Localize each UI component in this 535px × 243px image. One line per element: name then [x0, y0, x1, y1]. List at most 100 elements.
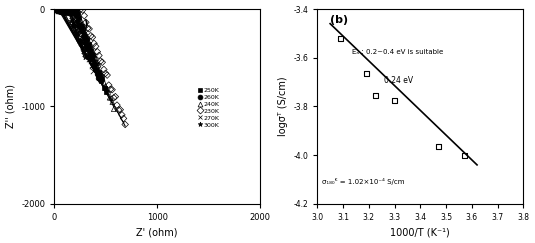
- Point: [69, 23, 78, 27]
- X-axis label: 1000/T (K⁻¹): 1000/T (K⁻¹): [391, 227, 450, 237]
- Point: [74, 10, 82, 14]
- Point: [81, 20, 90, 24]
- Point: [73, 8, 81, 11]
- Point: [85, 27, 94, 31]
- Point: [84, 54, 93, 58]
- Point: [54, 7, 62, 11]
- Point: [61, 10, 70, 14]
- Point: [79, 47, 88, 51]
- Point: [78, 23, 87, 27]
- Point: [53, 8, 62, 12]
- Point: [391, 98, 399, 102]
- Text: (b): (b): [330, 15, 348, 25]
- Point: [68, 9, 77, 12]
- Point: [93, 72, 101, 76]
- Point: [100, 68, 108, 71]
- Point: [86, 57, 94, 61]
- Point: [56, 9, 64, 13]
- Point: [58, 9, 67, 13]
- Point: [58, 9, 67, 13]
- Point: [70, 22, 79, 26]
- Point: [64, 9, 72, 13]
- Point: [74, 29, 82, 33]
- Point: [63, 10, 72, 14]
- Point: [59, 9, 68, 13]
- Point: [60, 8, 69, 12]
- Point: [55, 9, 64, 13]
- Point: [82, 47, 91, 51]
- Point: [64, 8, 72, 12]
- Point: [91, 44, 100, 48]
- Point: [83, 44, 92, 48]
- Point: [61, 10, 70, 14]
- Point: [66, 10, 74, 14]
- Point: [65, 9, 73, 13]
- Point: [71, 19, 80, 23]
- Point: [55, 9, 63, 12]
- Point: [69, 10, 78, 14]
- Point: [88, 64, 97, 68]
- Point: [54, 9, 63, 13]
- Point: [56, 9, 65, 13]
- Point: [79, 37, 88, 41]
- Point: [70, 14, 78, 18]
- Point: [62, 9, 71, 13]
- Point: [76, 41, 85, 45]
- Point: [58, 10, 67, 14]
- Point: [67, 7, 76, 11]
- Point: [77, 35, 85, 39]
- Point: [87, 57, 95, 61]
- Point: [59, 10, 68, 14]
- Point: [77, 39, 85, 43]
- Point: [86, 47, 94, 51]
- Point: [55, 9, 64, 13]
- Point: [104, 90, 112, 94]
- Point: [103, 73, 111, 77]
- Point: [95, 70, 103, 74]
- Point: [106, 96, 115, 100]
- Point: [77, 36, 86, 40]
- Point: [67, 9, 76, 13]
- Point: [52, 8, 61, 12]
- Point: [73, 32, 82, 36]
- Point: [460, 153, 469, 157]
- Point: [114, 108, 123, 112]
- Point: [60, 9, 68, 13]
- Point: [67, 7, 76, 11]
- Point: [55, 9, 64, 13]
- Point: [71, 9, 80, 13]
- Point: [55, 9, 64, 13]
- Point: [57, 9, 65, 13]
- Point: [56, 9, 64, 13]
- Point: [66, 7, 74, 11]
- Point: [95, 53, 103, 57]
- X-axis label: Z' (ohm): Z' (ohm): [136, 227, 178, 237]
- Point: [72, 9, 80, 12]
- Point: [72, 21, 81, 25]
- Point: [64, 9, 73, 12]
- Point: [93, 67, 101, 70]
- Point: [67, 8, 75, 12]
- Point: [52, 7, 61, 11]
- Point: [91, 56, 100, 60]
- Point: [81, 30, 89, 34]
- Point: [72, 14, 80, 18]
- Point: [81, 44, 90, 48]
- Point: [74, 39, 83, 43]
- Point: [80, 52, 88, 56]
- Point: [101, 71, 110, 75]
- Point: [72, 19, 81, 23]
- Point: [61, 7, 70, 11]
- Point: [55, 9, 63, 13]
- Point: [93, 50, 102, 54]
- Point: [68, 23, 77, 27]
- Y-axis label: logσᵀ (S/cm): logσᵀ (S/cm): [278, 77, 288, 136]
- Point: [56, 9, 64, 13]
- Point: [89, 69, 97, 73]
- Point: [434, 145, 442, 148]
- Point: [66, 9, 74, 13]
- Point: [78, 24, 86, 28]
- Point: [69, 8, 78, 11]
- Point: [97, 71, 106, 75]
- Point: [100, 81, 109, 85]
